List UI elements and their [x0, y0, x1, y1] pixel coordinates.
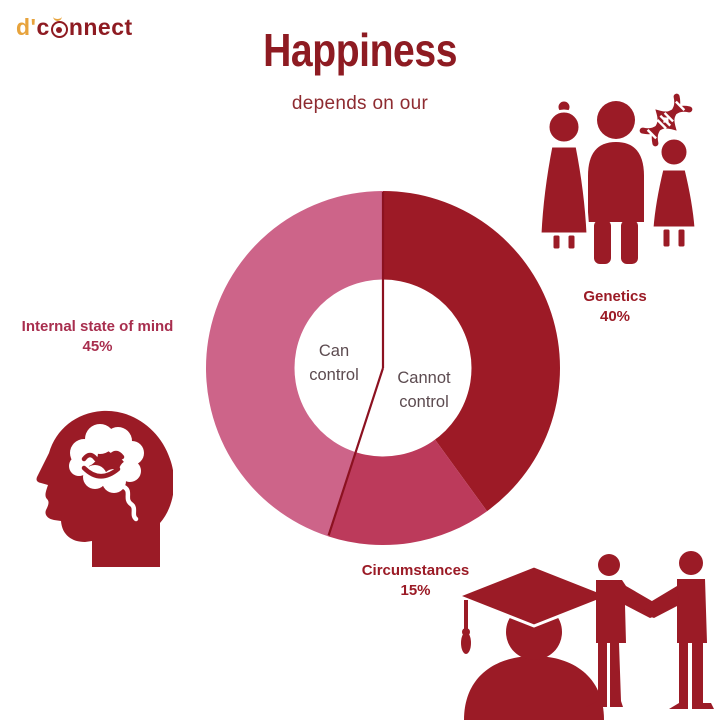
happiness-donut-chart: Can control Cannot control: [198, 183, 568, 553]
genetics-pct: 40%: [599, 308, 631, 325]
internal-state-label: Internal state of mind: [21, 318, 174, 335]
child-figure: [650, 136, 698, 250]
parent-figure: [588, 101, 644, 264]
genetics-label: Genetics: [583, 288, 647, 305]
internal-state-callout: Internal state of mind 45%: [5, 317, 190, 357]
right-person: [643, 551, 714, 709]
logo-word-end: nnect: [68, 14, 133, 40]
smiley-face: [81, 450, 125, 479]
pie-segment-circumstances: [328, 368, 488, 545]
circumstances-label: Circumstances: [361, 562, 470, 579]
family-with-dna-icon: [538, 93, 698, 264]
left-person: [586, 554, 661, 707]
mortarboard: [456, 564, 612, 628]
can-control-label: Can control: [309, 342, 359, 384]
logo-dial-o-icon: [50, 19, 68, 38]
internal-state-pct: 45%: [82, 338, 113, 355]
circumstances-callout: Circumstances 15%: [333, 561, 498, 601]
dconnect-logo: d' c nnect: [16, 14, 133, 41]
pie-segment-internal-state-of-mind: [205, 191, 383, 537]
page-title: Happiness: [263, 24, 457, 76]
pie-segment-genetics: [383, 191, 560, 512]
cannot-control-label: Cannot control: [397, 369, 451, 411]
genetics-callout: Genetics 40%: [545, 287, 685, 327]
tassel: [461, 600, 471, 654]
grandmother-figure: [538, 98, 590, 252]
logo-prefix: d': [16, 14, 37, 40]
handshake-people-icon: [586, 551, 714, 709]
circumstances-pct: 15%: [400, 582, 431, 599]
dna-helix-icon: [639, 93, 693, 147]
happy-brain-head-icon: [36, 410, 173, 567]
donut-chart-svg: [205, 191, 560, 545]
page-subtitle: depends on our: [291, 93, 429, 114]
brainstem-squiggle: [121, 484, 139, 522]
control-divider-line: [327, 367, 385, 536]
logo-word-start: c: [36, 14, 50, 40]
graduate-icon: [456, 564, 612, 720]
